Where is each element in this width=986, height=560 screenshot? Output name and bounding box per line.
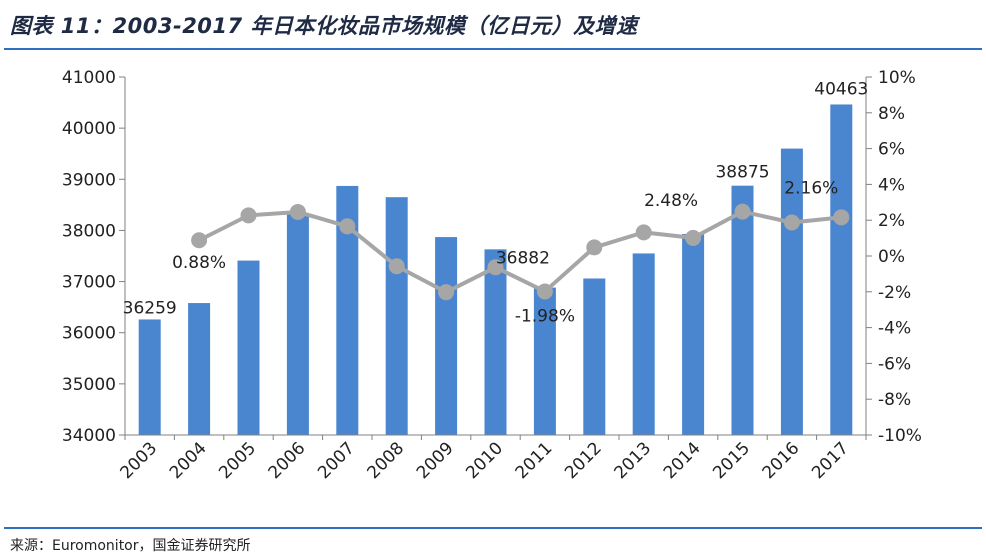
- x-tick-label: 2009: [413, 438, 458, 483]
- right-tick-label: -2%: [878, 283, 911, 303]
- growth-marker-2008: [388, 258, 405, 275]
- bar-2007: [336, 185, 359, 435]
- source-note: 来源：Euromonitor，国金证券研究所: [10, 538, 251, 554]
- right-tick-label: 4%: [878, 175, 905, 195]
- left-tick-label: 37000: [62, 273, 116, 293]
- bar-2012: [583, 278, 606, 435]
- right-tick-label: -6%: [878, 354, 911, 374]
- left-tick-label: 36000: [62, 324, 116, 344]
- growth-marker-2016: [783, 214, 800, 231]
- title-rule: [4, 48, 982, 50]
- growth-marker-2014: [685, 229, 702, 246]
- figure-title: 图表 11：2003-2017 年日本化妆品市场规模（亿日元）及增速: [10, 14, 638, 38]
- bar-value-label: 36259: [123, 298, 177, 318]
- growth-marker-2004: [191, 232, 208, 249]
- x-tick-label: 2008: [364, 438, 409, 483]
- x-tick-label: 2003: [116, 438, 161, 483]
- bar-2006: [286, 213, 309, 435]
- right-tick-label: -8%: [878, 390, 911, 410]
- growth-marker-2007: [339, 218, 356, 235]
- x-tick-label: 2011: [512, 438, 557, 483]
- growth-marker-2017: [833, 209, 850, 226]
- bar-2014: [682, 234, 705, 435]
- growth-value-label: 2.16%: [784, 178, 838, 198]
- growth-value-label: 0.88%: [172, 253, 226, 273]
- source-rule: [4, 527, 982, 529]
- right-tick-label: 6%: [878, 140, 905, 160]
- bar-2017: [830, 104, 853, 435]
- left-tick-label: 39000: [62, 170, 116, 190]
- growth-value-label: -1.98%: [515, 306, 575, 326]
- bar-2005: [237, 260, 260, 435]
- x-tick-label: 2013: [611, 438, 656, 483]
- bar-value-label: 40463: [814, 79, 868, 99]
- left-tick-label: 40000: [62, 119, 116, 139]
- bar-value-label: 36882: [496, 248, 550, 268]
- x-tick-label: 2010: [462, 438, 507, 483]
- growth-line: [197, 209, 844, 295]
- right-tick-label: 8%: [878, 104, 905, 124]
- growth-value-label: 2.48%: [644, 191, 698, 211]
- growth-marker-2012: [586, 239, 603, 256]
- left-tick-label: 41000: [62, 68, 116, 88]
- bar-2008: [385, 197, 408, 435]
- growth-marker-2013: [635, 224, 652, 241]
- growth-marker-2010: [487, 259, 504, 276]
- right-tick-label: 2%: [878, 211, 905, 231]
- bar-2013: [632, 253, 655, 435]
- x-tick-label: 2007: [314, 438, 359, 483]
- x-tick-label: 2015: [709, 438, 754, 483]
- left-tick-label: 34000: [62, 426, 116, 446]
- x-tick-label: 2016: [759, 438, 804, 483]
- growth-marker-2011: [536, 283, 553, 300]
- left-tick-label: 38000: [62, 221, 116, 241]
- growth-marker-2009: [438, 284, 455, 301]
- bar-2015: [731, 185, 754, 435]
- right-tick-label: 10%: [878, 68, 916, 88]
- growth-marker-2006: [289, 203, 306, 220]
- bar-2004: [188, 303, 211, 435]
- bar-2009: [435, 237, 458, 435]
- x-tick-label: 2006: [265, 438, 310, 483]
- x-tick-label: 2004: [166, 438, 211, 483]
- left-tick-label: 35000: [62, 375, 116, 395]
- x-tick-label: 2012: [561, 438, 606, 483]
- growth-marker-2015: [734, 203, 751, 220]
- bar-2011: [533, 287, 556, 435]
- growth-marker-2005: [240, 207, 257, 224]
- x-tick-label: 2005: [215, 438, 260, 483]
- right-tick-label: 0%: [878, 247, 905, 267]
- right-tick-label: -4%: [878, 319, 911, 339]
- bar-2003: [138, 319, 161, 435]
- right-tick-label: -10%: [878, 426, 922, 446]
- bar-2010: [484, 249, 507, 435]
- x-tick-label: 2014: [660, 438, 705, 483]
- bar-value-label: 38875: [715, 163, 769, 183]
- x-tick-label: 2017: [808, 438, 853, 483]
